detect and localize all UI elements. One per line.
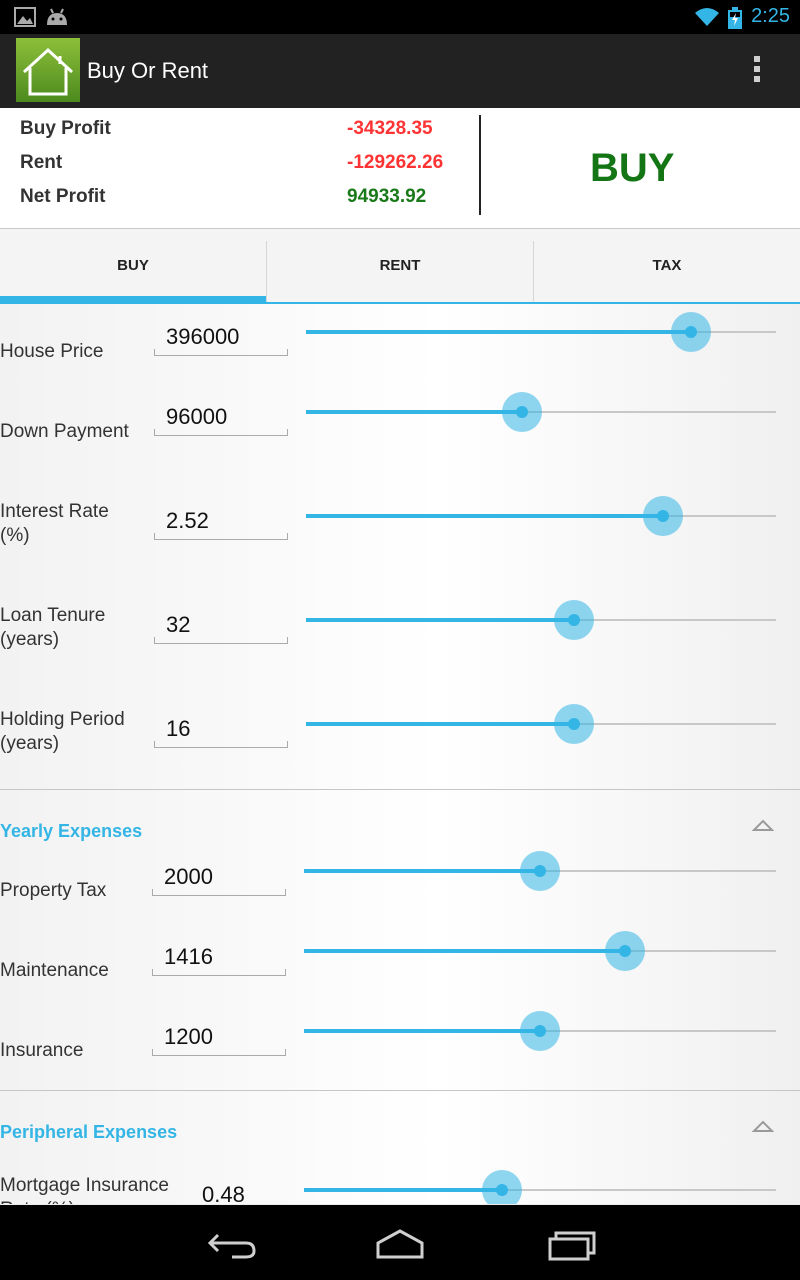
maintenance-label: Maintenance <box>0 960 109 981</box>
net-profit-row: Net Profit 94933.92 <box>20 186 460 212</box>
action-bar: Buy Or Rent <box>0 34 800 108</box>
house-icon[interactable] <box>16 38 80 102</box>
verdict-text: BUY <box>590 146 675 190</box>
down-payment-label: Down Payment <box>0 421 129 442</box>
tab-underline <box>0 302 800 304</box>
section-divider <box>0 1090 800 1091</box>
tab-buy[interactable]: BUY <box>117 257 149 274</box>
buy-profit-label: Buy Profit <box>20 118 111 139</box>
tab-separator <box>533 241 534 303</box>
summary-divider <box>479 115 481 215</box>
buy-form[interactable]: House Price 396000 Down Payment 96000 In… <box>0 304 800 1204</box>
property-tax-input[interactable]: 2000 <box>152 864 286 896</box>
rent-label: Rent <box>20 152 63 173</box>
buy-profit-row: Buy Profit -34328.35 <box>20 118 460 144</box>
slider-thumb[interactable] <box>671 312 712 352</box>
interest-rate-label: Interest Rate (%) <box>0 501 109 546</box>
mortgage-insurance-input[interactable]: 0.48 <box>190 1182 282 1204</box>
property-tax-label: Property Tax <box>0 880 107 901</box>
loan-tenure-label: Loan Tenure (years) <box>0 605 106 650</box>
buy-profit-value: -34328.35 <box>347 118 433 139</box>
house-price-slider[interactable] <box>306 310 776 354</box>
slider-thumb[interactable] <box>482 1170 523 1204</box>
mortgage-insurance-label: Mortgage Insurance Rate (%) <box>0 1175 169 1204</box>
loan-tenure-slider[interactable] <box>306 598 776 642</box>
slider-thumb[interactable] <box>553 600 594 640</box>
rent-value: -129262.26 <box>347 152 444 173</box>
overflow-menu-icon[interactable] <box>750 56 764 88</box>
yearly-expenses-title[interactable]: Yearly Expenses <box>0 821 143 841</box>
holding-period-slider[interactable] <box>306 702 776 746</box>
tab-active-indicator <box>0 296 266 304</box>
recent-apps-icon[interactable] <box>542 1223 602 1263</box>
maintenance-input[interactable]: 1416 <box>152 944 286 976</box>
tab-rent[interactable]: RENT <box>379 257 421 274</box>
slider-thumb[interactable] <box>520 1011 560 1051</box>
collapse-up-icon[interactable] <box>752 818 774 832</box>
slider-thumb[interactable] <box>604 931 645 971</box>
net-profit-value: 94933.92 <box>347 186 427 207</box>
image-icon <box>14 7 36 27</box>
tab-tax[interactable]: TAX <box>652 257 682 274</box>
navigation-bar <box>0 1205 800 1280</box>
holding-period-label: Holding Period (years) <box>0 709 125 754</box>
section-divider <box>0 789 800 790</box>
slider-thumb[interactable] <box>553 704 594 744</box>
slider-thumb[interactable] <box>643 496 684 536</box>
collapse-up-icon[interactable] <box>752 1119 774 1133</box>
slider-thumb[interactable] <box>520 851 560 891</box>
summary-panel: Buy Profit -34328.35 Rent -129262.26 Net… <box>0 108 800 228</box>
house-price-label: House Price <box>0 341 104 362</box>
peripheral-expenses-title[interactable]: Peripheral Expenses <box>0 1122 178 1142</box>
home-icon[interactable] <box>370 1223 430 1263</box>
insurance-slider[interactable] <box>304 1009 776 1053</box>
insurance-input[interactable]: 1200 <box>152 1024 286 1056</box>
summary-bottom-divider <box>0 228 800 229</box>
battery-charging-icon <box>728 7 742 29</box>
maintenance-slider[interactable] <box>304 929 776 973</box>
slider-thumb[interactable] <box>502 392 543 432</box>
interest-rate-slider[interactable] <box>306 494 776 538</box>
tab-separator <box>266 241 267 303</box>
rent-row: Rent -129262.26 <box>20 152 460 178</box>
tab-bar: BUY RENT TAX <box>0 229 800 304</box>
holding-period-input[interactable]: 16 <box>154 716 288 748</box>
net-profit-label: Net Profit <box>20 186 106 207</box>
wifi-icon <box>695 8 719 26</box>
down-payment-slider[interactable] <box>306 390 776 434</box>
mortgage-insurance-slider[interactable] <box>304 1168 776 1204</box>
property-tax-slider[interactable] <box>304 849 776 893</box>
clock: 2:25 <box>751 5 790 27</box>
back-icon[interactable] <box>200 1223 260 1263</box>
status-bar: 2:25 <box>0 0 800 34</box>
loan-tenure-input[interactable]: 32 <box>154 612 288 644</box>
insurance-label: Insurance <box>0 1040 84 1061</box>
android-icon <box>47 8 67 25</box>
down-payment-input[interactable]: 96000 <box>154 404 288 436</box>
app-title: Buy Or Rent <box>87 58 209 83</box>
interest-rate-input[interactable]: 2.52 <box>154 508 288 540</box>
house-price-input[interactable]: 396000 <box>154 324 288 356</box>
